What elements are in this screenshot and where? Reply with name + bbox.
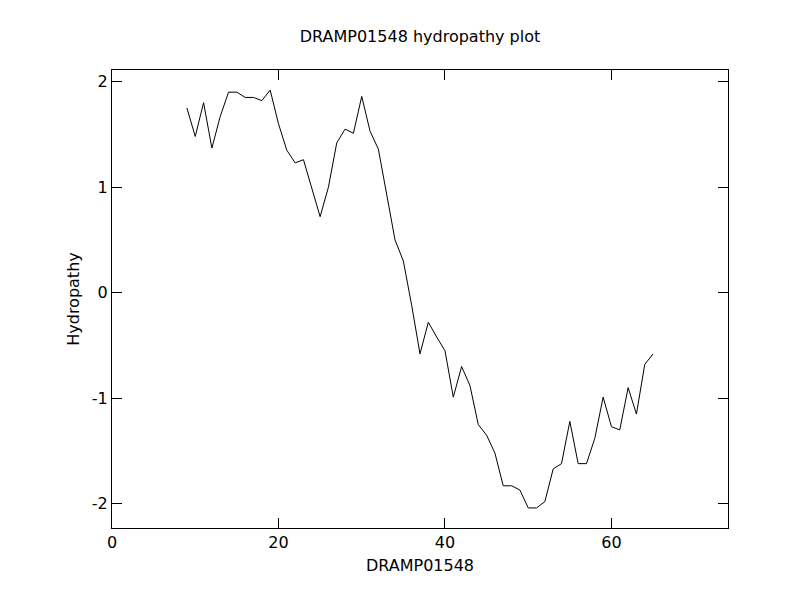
svg-text:40: 40 xyxy=(435,533,455,552)
svg-text:DRAMP01548: DRAMP01548 xyxy=(366,556,474,575)
svg-text:0: 0 xyxy=(98,283,108,302)
svg-text:2: 2 xyxy=(98,72,108,91)
svg-text:-1: -1 xyxy=(92,389,108,408)
svg-text:1: 1 xyxy=(98,178,108,197)
svg-text:DRAMP01548 hydropathy plot: DRAMP01548 hydropathy plot xyxy=(300,27,541,46)
svg-text:0: 0 xyxy=(107,533,117,552)
svg-text:20: 20 xyxy=(268,533,288,552)
svg-text:-2: -2 xyxy=(92,494,108,513)
svg-text:60: 60 xyxy=(601,533,621,552)
svg-text:Hydropathy: Hydropathy xyxy=(64,252,83,346)
